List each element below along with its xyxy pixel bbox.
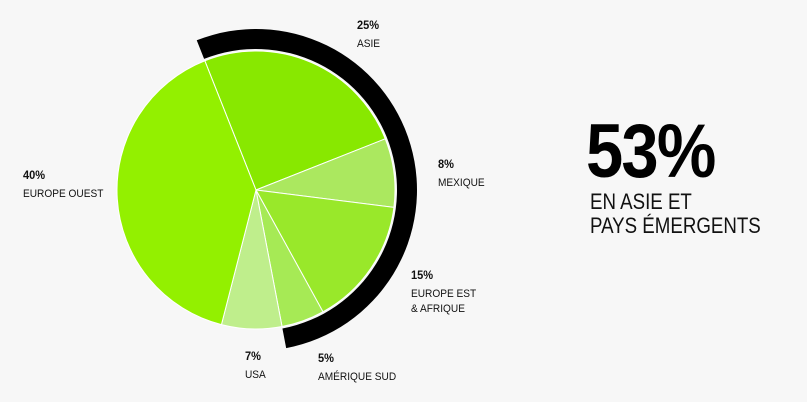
value-label: 25% bbox=[357, 18, 380, 32]
value-label: 5% bbox=[318, 351, 334, 365]
category-label: ASIE bbox=[357, 38, 381, 50]
value-label: 15% bbox=[411, 268, 434, 282]
slice-label: 15% EUROPE EST & AFRIQUE bbox=[411, 268, 476, 317]
pie-slice bbox=[255, 189, 395, 313]
slice-label: 5% AMÉRIQUE SUD bbox=[318, 351, 396, 385]
slice-label: 25% ASIE bbox=[357, 18, 380, 52]
slice-label: 8% MEXIQUE bbox=[438, 157, 485, 191]
category-label: EUROPE OUEST bbox=[23, 188, 104, 200]
highlight-value: 53% bbox=[586, 109, 716, 194]
category-label: EUROPE EST & AFRIQUE bbox=[411, 288, 477, 315]
category-label: MEXIQUE bbox=[438, 177, 485, 189]
highlight-text: EN ASIE ET PAYS ÉMERGENTS bbox=[590, 189, 761, 238]
slice-label: 7% USA bbox=[245, 349, 266, 383]
value-label: 40% bbox=[23, 168, 46, 182]
slice-label: 40% EUROPE OUEST bbox=[23, 168, 103, 202]
category-label: AMÉRIQUE SUD bbox=[318, 371, 397, 383]
value-label: 7% bbox=[245, 349, 261, 363]
category-label: USA bbox=[245, 369, 266, 381]
pie-slice bbox=[116, 60, 257, 326]
pie-slice bbox=[204, 50, 386, 191]
value-label: 8% bbox=[438, 157, 454, 171]
